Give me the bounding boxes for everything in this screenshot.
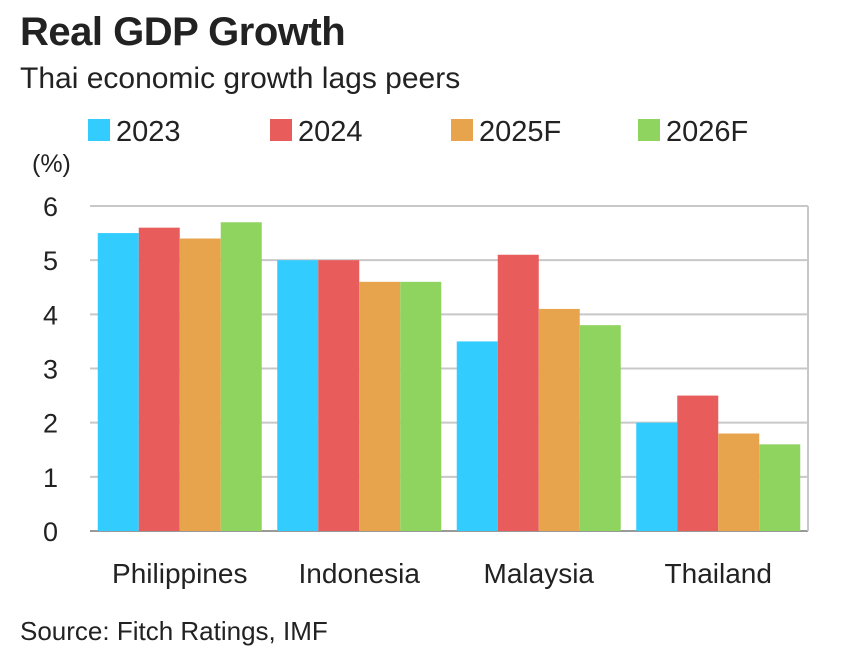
bar-malaysia-2024 (497, 254, 539, 531)
y-tick-label: 2 (43, 409, 58, 439)
chart-title: Real GDP Growth (20, 10, 346, 54)
bar-thailand-2026f (759, 444, 801, 531)
legend-swatch (451, 119, 473, 141)
bar-thailand-2024 (677, 395, 719, 531)
y-tick-label: 3 (43, 355, 58, 385)
legend: 2023 2024 2025F 2026F (88, 116, 748, 148)
bar-philippines-2024 (138, 227, 180, 531)
y-axis-ticks: 0 1 2 3 4 5 6 (43, 192, 58, 547)
x-tick-label: Thailand (665, 558, 772, 589)
legend-swatch (88, 119, 110, 141)
bar-malaysia-2023 (456, 341, 498, 531)
bar-thailand-2025f (718, 433, 760, 531)
y-axis-label: (%) (32, 150, 71, 178)
legend-label: 2025F (479, 116, 561, 148)
x-tick-label: Philippines (112, 558, 247, 589)
bar-philippines-2025f (179, 238, 221, 531)
y-tick-label: 0 (43, 517, 58, 547)
y-tick-label: 4 (43, 300, 58, 330)
x-tick-label: Indonesia (299, 558, 421, 589)
x-axis-ticks: Philippines Indonesia Malaysia Thailand (112, 558, 772, 589)
bar-thailand-2023 (636, 422, 678, 531)
y-tick-label: 1 (43, 463, 58, 493)
bar-philippines-2023 (97, 233, 139, 532)
chart-subtitle: Thai economic growth lags peers (20, 62, 461, 95)
y-tick-label: 6 (43, 192, 58, 222)
bar-malaysia-2026f (579, 325, 621, 531)
y-tick-label: 5 (43, 246, 58, 276)
x-tick-label: Malaysia (484, 558, 595, 589)
legend-label: 2026F (666, 116, 748, 148)
bar-indonesia-2025f (359, 281, 401, 531)
bars (97, 222, 801, 532)
bar-indonesia-2023 (277, 260, 319, 531)
legend-swatch (270, 119, 292, 141)
legend-label: 2024 (298, 116, 363, 148)
bar-philippines-2026f (220, 222, 262, 531)
legend-swatch (638, 119, 660, 141)
bar-indonesia-2024 (318, 260, 360, 531)
legend-label: 2023 (116, 116, 181, 148)
bar-malaysia-2025f (538, 308, 580, 531)
bar-indonesia-2026f (400, 281, 442, 531)
source-note: Source: Fitch Ratings, IMF (20, 616, 328, 646)
